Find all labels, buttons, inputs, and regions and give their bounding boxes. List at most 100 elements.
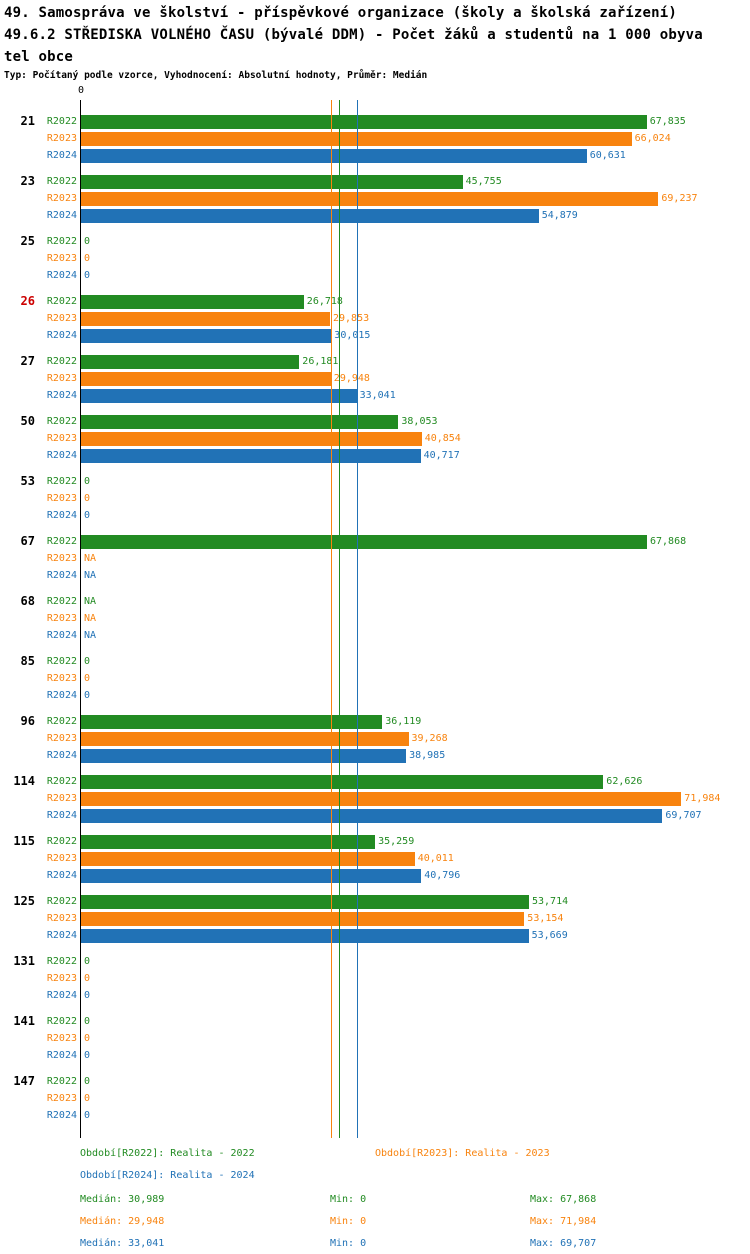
bar-row-25-R2022: R2022 0 <box>47 233 750 250</box>
bar-row-21-R2024: R2024 60,631 <box>47 147 750 164</box>
bar-row-147-R2023: R2023 0 <box>47 1090 750 1107</box>
bar-row-50-R2022: R2022 38,053 <box>47 413 750 430</box>
bar-value-label: NA <box>84 570 97 581</box>
row-label-21: 21 <box>20 114 35 128</box>
series-label-R2024: R2024 <box>46 930 77 941</box>
row-label-68: 68 <box>20 594 35 608</box>
series-label-R2023: R2023 <box>46 553 77 564</box>
bar-21-R2023 <box>81 131 632 146</box>
series-label-R2023: R2023 <box>46 1033 77 1044</box>
series-label-R2024: R2024 <box>46 270 77 281</box>
series-label-R2024: R2024 <box>46 210 77 221</box>
bar-row-85-R2023: R2023 0 <box>47 670 750 687</box>
bar-row-67-R2024: R2024 NA <box>47 567 750 584</box>
bar-group-67: 67 R2022 67,868 R2023 NA R2024 NA <box>21 533 750 584</box>
series-label-R2023: R2023 <box>46 613 77 624</box>
series-label-R2022: R2022 <box>46 656 77 667</box>
bar-row-131-R2024: R2024 0 <box>47 987 750 1004</box>
bar-group-125: 125 R2022 53,714 R2023 53,154 R2024 53,669 <box>13 893 750 944</box>
bar-67-R2022 <box>81 534 647 549</box>
x-axis-zero-label: 0 <box>77 85 85 96</box>
row-label-147: 147 <box>13 1074 35 1088</box>
bar-row-96-R2023: R2023 39,268 <box>47 730 750 747</box>
bar-value-label: 69,707 <box>665 810 702 821</box>
legend-entry-R2024: Období[R2024]: Realita - 2024 <box>80 1170 255 1181</box>
bar-26-R2023 <box>81 311 330 326</box>
series-label-R2023: R2023 <box>46 373 77 384</box>
series-label-R2024: R2024 <box>46 870 77 881</box>
row-label-125: 125 <box>13 894 35 908</box>
bar-50-R2023 <box>81 431 422 446</box>
bar-value-label: 0 <box>84 493 91 504</box>
legend-entry-R2022: Období[R2022]: Realita - 2022 <box>80 1148 255 1159</box>
bar-row-114-R2024: R2024 69,707 <box>47 807 750 824</box>
bar-value-label: 53,714 <box>532 896 569 907</box>
bar-value-label: 40,011 <box>417 853 454 864</box>
series-label-R2022: R2022 <box>46 776 77 787</box>
y-axis-line <box>80 100 81 1138</box>
bar-value-label: 38,985 <box>409 750 446 761</box>
bar-value-label: 0 <box>84 973 91 984</box>
bar-value-label: 45,755 <box>465 176 502 187</box>
bar-row-27-R2023: R2023 29,948 <box>47 370 750 387</box>
bar-group-131: 131 R2022 0 R2023 0 R2024 0 <box>13 953 750 1004</box>
bar-row-23-R2022: R2022 45,755 <box>47 173 750 190</box>
bar-row-85-R2022: R2022 0 <box>47 653 750 670</box>
series-label-R2023: R2023 <box>46 733 77 744</box>
stat-min-R2022: Min: 0 <box>330 1194 367 1205</box>
series-label-R2023: R2023 <box>46 973 77 984</box>
bar-value-label: 0 <box>84 510 91 521</box>
series-label-R2024: R2024 <box>46 150 77 161</box>
bar-115-R2022 <box>81 834 376 849</box>
bar-row-23-R2023: R2023 69,237 <box>47 190 750 207</box>
chart-title-line3: tel obce <box>4 49 74 65</box>
series-label-R2024: R2024 <box>46 330 77 341</box>
bar-value-label: 0 <box>84 1050 91 1061</box>
bar-value-label: 62,626 <box>606 776 643 787</box>
bar-21-R2022 <box>81 114 647 129</box>
bar-50-R2022 <box>81 414 399 429</box>
bar-value-label: 0 <box>84 673 91 684</box>
bar-group-50: 50 R2022 38,053 R2023 40,854 R2024 40,717 <box>21 413 750 464</box>
bar-row-125-R2022: R2022 53,714 <box>47 893 750 910</box>
series-label-R2024: R2024 <box>46 1050 77 1061</box>
row-label-50: 50 <box>20 414 35 428</box>
bar-group-53: 53 R2022 0 R2023 0 R2024 0 <box>21 473 750 524</box>
bar-row-68-R2022: R2022 NA <box>47 593 750 610</box>
row-label-141: 141 <box>13 1014 35 1028</box>
bar-row-85-R2024: R2024 0 <box>47 687 750 704</box>
series-label-R2023: R2023 <box>46 793 77 804</box>
bar-value-label: 71,984 <box>684 793 721 804</box>
bar-row-27-R2024: R2024 33,041 <box>47 387 750 404</box>
bar-value-label: 54,879 <box>541 210 578 221</box>
bar-row-68-R2024: R2024 NA <box>47 627 750 644</box>
series-label-R2022: R2022 <box>46 836 77 847</box>
bar-row-25-R2023: R2023 0 <box>47 250 750 267</box>
bar-value-label: 66,024 <box>634 133 671 144</box>
series-label-R2024: R2024 <box>46 630 77 641</box>
bar-row-21-R2023: R2023 66,024 <box>47 130 750 147</box>
bar-value-label: 69,237 <box>661 193 698 204</box>
bar-value-label: 67,835 <box>649 116 686 127</box>
bar-row-131-R2022: R2022 0 <box>47 953 750 970</box>
series-label-R2022: R2022 <box>46 536 77 547</box>
bar-27-R2024 <box>81 388 357 403</box>
bar-value-label: 26,181 <box>302 356 339 367</box>
series-label-R2024: R2024 <box>46 810 77 821</box>
bar-row-26-R2023: R2023 29,853 <box>47 310 750 327</box>
bar-value-label: 53,154 <box>527 913 564 924</box>
bar-21-R2024 <box>81 148 587 163</box>
series-label-R2023: R2023 <box>46 313 77 324</box>
bar-114-R2024 <box>81 808 663 823</box>
bar-row-67-R2023: R2023 NA <box>47 550 750 567</box>
series-label-R2024: R2024 <box>46 1110 77 1121</box>
series-label-R2024: R2024 <box>46 510 77 521</box>
bar-group-115: 115 R2022 35,259 R2023 40,011 R2024 40,796 <box>13 833 750 884</box>
bar-114-R2023 <box>81 791 682 806</box>
bar-row-53-R2023: R2023 0 <box>47 490 750 507</box>
series-label-R2024: R2024 <box>46 390 77 401</box>
stat-min-R2024: Min: 0 <box>330 1238 367 1249</box>
chart-subtitle: Typ: Počítaný podle vzorce, Vyhodnocení:… <box>4 70 428 81</box>
bar-row-115-R2024: R2024 40,796 <box>47 867 750 884</box>
stat-max-R2024: Max: 69,707 <box>530 1238 597 1249</box>
